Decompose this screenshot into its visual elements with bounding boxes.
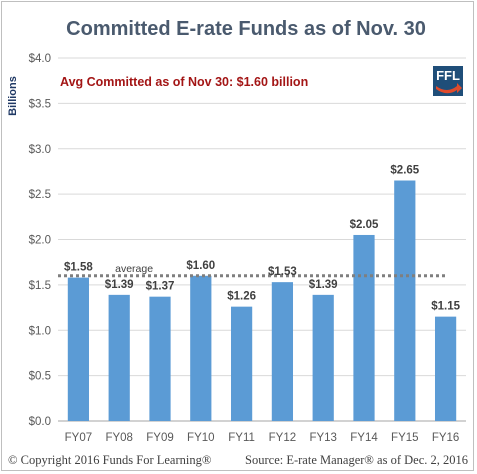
bar-fy13 (312, 294, 334, 421)
average-annotation: Avg Committed as of Nov 30: $1.60 billio… (60, 75, 308, 89)
data-label: $1.58 (64, 262, 93, 274)
x-tick-label: FY10 (187, 432, 215, 444)
bar-fy16 (434, 316, 457, 421)
x-tick-label: FY16 (432, 432, 460, 444)
y-axis-label: Billions (7, 76, 19, 116)
y-tick-label: $1.5 (29, 280, 51, 292)
data-label: $1.39 (105, 279, 134, 291)
x-tick-label: FY07 (65, 432, 93, 444)
data-label: $1.26 (227, 291, 256, 303)
data-label: $2.65 (390, 165, 419, 177)
logo-arrow (436, 83, 462, 94)
x-tick-label: FY13 (309, 432, 337, 444)
x-tick-label: FY14 (350, 432, 378, 444)
copyright-text: © Copyright 2016 Funds For Learning® (8, 453, 211, 467)
ffl-logo-icon: FFL (433, 66, 463, 96)
bar-fy07 (67, 277, 90, 421)
bar-fy12 (271, 282, 294, 421)
bar-fy11 (230, 306, 253, 421)
data-label: $1.37 (146, 281, 175, 293)
y-tick-label: $0.0 (29, 416, 51, 428)
bar-fy09 (149, 296, 171, 421)
bar-fy14 (353, 234, 375, 421)
y-tick-label: $1.0 (29, 325, 51, 337)
y-tick-label: $2.0 (29, 235, 51, 247)
data-label: $1.39 (309, 279, 338, 291)
chart-title: Committed E-rate Funds as of Nov. 30 (66, 18, 426, 40)
source-text: Source: E-rate Manager® as of Dec. 2, 20… (245, 453, 468, 467)
data-label: $1.15 (431, 301, 460, 313)
average-line-label: average (115, 263, 153, 275)
x-tick-label: FY15 (391, 432, 419, 444)
x-tick-label: FY09 (146, 432, 174, 444)
y-tick-label: $3.5 (29, 98, 51, 110)
x-tick-label: FY11 (228, 432, 255, 444)
data-label: $1.60 (186, 260, 215, 272)
y-tick-label: $0.5 (29, 371, 51, 383)
bar-fy10 (190, 275, 212, 421)
data-label: $2.05 (350, 219, 379, 231)
y-tick-label: $2.5 (29, 189, 51, 201)
bar-fy15 (394, 180, 416, 421)
bar-fy08 (108, 294, 130, 421)
y-tick-label: $3.0 (29, 144, 51, 156)
y-tick-label: $4.0 (29, 53, 51, 65)
data-label: $1.53 (268, 266, 297, 278)
x-tick-label: FY12 (269, 432, 297, 444)
logo-text: FFL (436, 68, 460, 83)
x-tick-label: FY08 (105, 432, 133, 444)
